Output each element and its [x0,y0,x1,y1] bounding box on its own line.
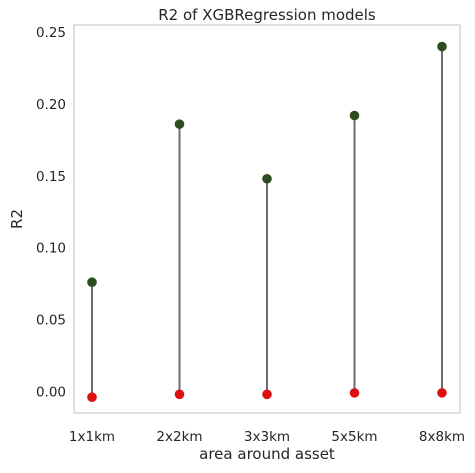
point-bottom [262,390,272,400]
y-tick-label: 0.10 [36,241,66,257]
y-tick-labels: 0.00 0.05 0.10 0.15 0.20 0.25 [36,25,66,400]
point-bottom [437,388,447,398]
x-tick-label: 5x5km [331,429,377,445]
x-tick-label: 2x2km [156,429,202,445]
point-top [175,119,185,129]
x-tick-labels: 1x1km 2x2km 3x3km 5x5km 8x8km [69,429,465,445]
x-tick-label: 3x3km [244,429,290,445]
y-tick-label: 0.25 [36,25,66,41]
point-bottom [175,390,185,400]
y-axis-label: R2 [8,209,26,229]
point-top [262,174,272,184]
x-tick-label: 8x8km [419,429,465,445]
y-tick-label: 0.20 [36,97,66,113]
point-bottom [87,392,97,402]
x-tick-label: 1x1km [69,429,115,445]
x-axis-label: area around asset [199,445,335,463]
y-tick-label: 0.15 [36,169,66,185]
point-top [350,111,360,121]
point-top [437,42,447,52]
chart-title: R2 of XGBRegression models [158,6,376,24]
point-top [87,277,97,287]
y-tick-label: 0.00 [36,384,66,400]
point-bottom [350,388,360,398]
y-tick-label: 0.05 [36,313,66,329]
